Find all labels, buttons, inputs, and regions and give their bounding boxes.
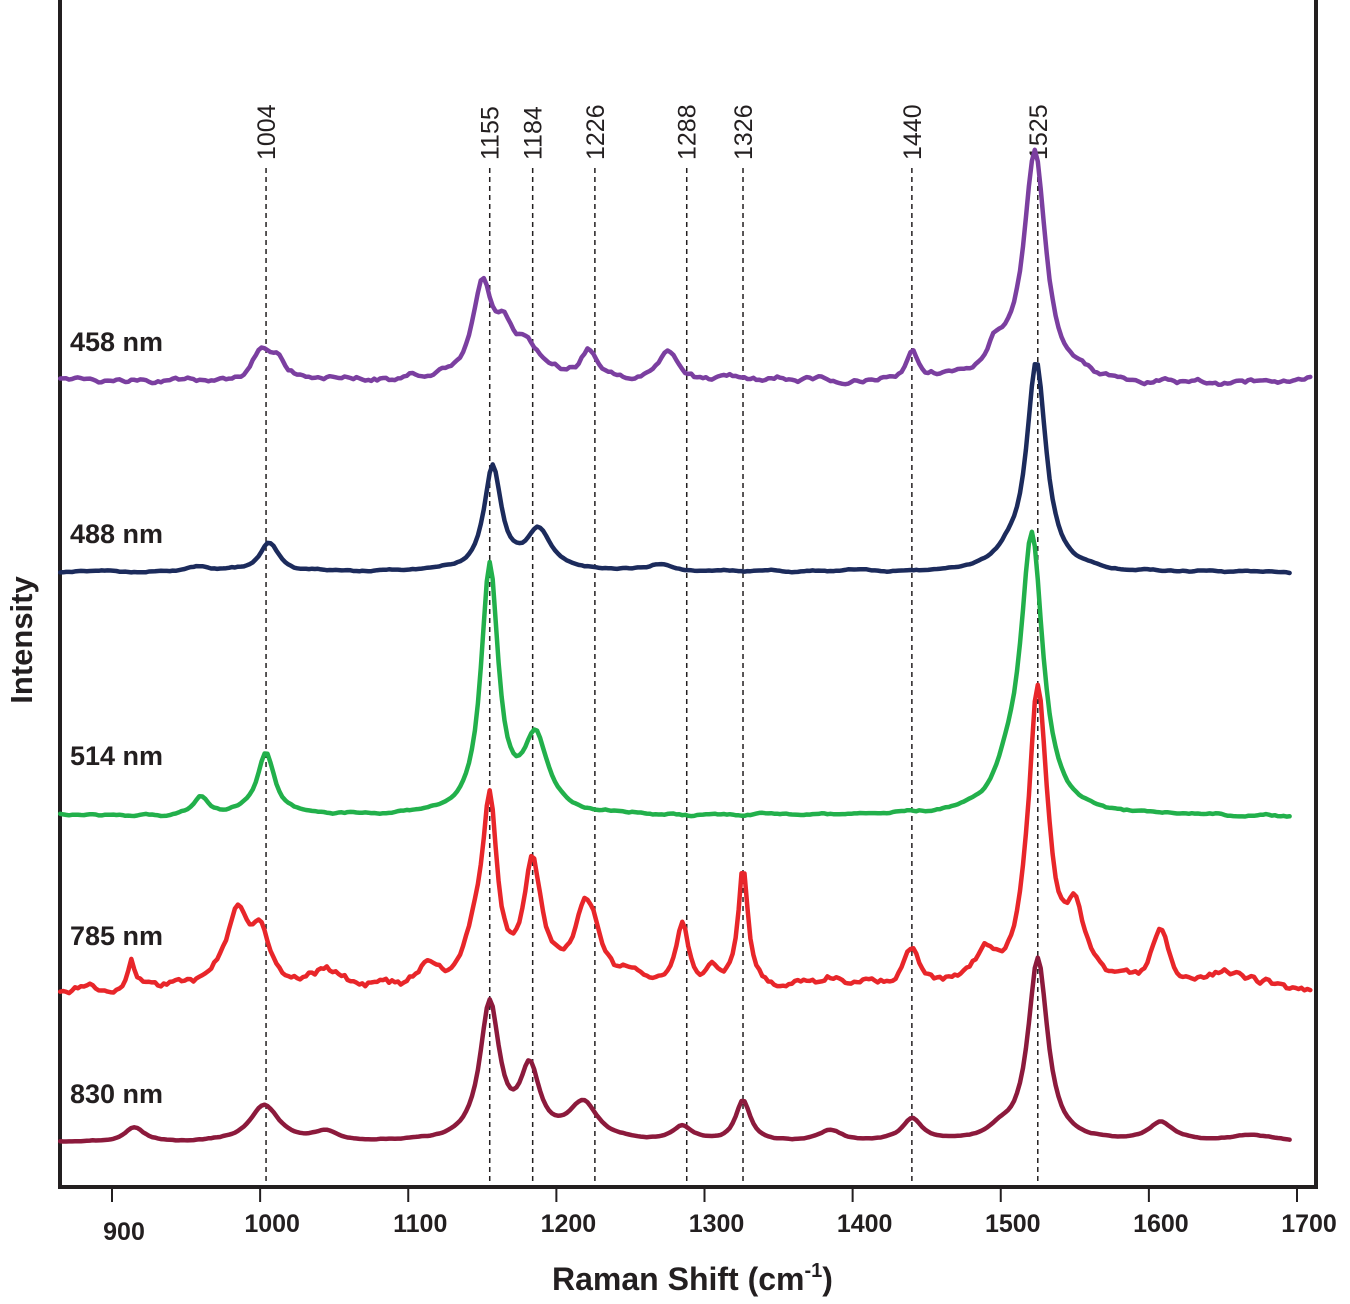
- peak-marker-label: 1004: [253, 104, 281, 160]
- peak-marker-label: 1525: [1025, 104, 1053, 160]
- x-axis-title-suffix: ): [822, 1261, 833, 1297]
- x-tick-label: 1200: [541, 1210, 597, 1238]
- peak-marker-label: 1326: [730, 104, 758, 160]
- peak-marker-label: 1288: [674, 104, 702, 160]
- trace-830-nm: [57, 955, 1292, 1144]
- peak-marker-label: 1440: [899, 104, 927, 160]
- trace-458-nm: [57, 147, 1313, 387]
- x-tick-label: 1300: [689, 1210, 745, 1238]
- series-label: 458 nm: [70, 327, 163, 357]
- x-tick-label: 1700: [1281, 1210, 1337, 1238]
- series-label-group: 458 nm 488 nm 514 nm 785 nm 830 nm: [70, 327, 163, 1109]
- x-tick-label: 900: [103, 1218, 145, 1246]
- x-tick-label: 1500: [985, 1210, 1041, 1238]
- trace-514-nm: [57, 529, 1292, 819]
- x-tick-label: 1000: [244, 1210, 300, 1238]
- trace-group: [57, 147, 1313, 1144]
- plot-frame: [58, 0, 1318, 1189]
- peak-marker-label: 1226: [582, 104, 610, 160]
- x-tick-label: 1400: [837, 1210, 893, 1238]
- series-label: 785 nm: [70, 921, 163, 951]
- y-axis-title: Intensity: [4, 576, 39, 704]
- trace-488-nm: [57, 362, 1292, 576]
- peak-marker-group: 1004 1155 1184 1226 1288 1326 1440 1525: [253, 104, 1053, 1185]
- peak-marker-label: 1155: [477, 106, 505, 160]
- x-axis-title-superscript: -1: [804, 1260, 822, 1282]
- series-label: 830 nm: [70, 1079, 163, 1109]
- series-label: 488 nm: [70, 519, 163, 549]
- x-axis: 900 1000 1100 1200 1300 1400 1500 1600 1700: [103, 1187, 1337, 1246]
- series-label: 514 nm: [70, 741, 163, 771]
- x-axis-title: Raman Shift (cm-1): [552, 1260, 833, 1297]
- x-tick-label: 1600: [1133, 1210, 1189, 1238]
- trace-785-nm: [57, 682, 1313, 996]
- x-tick-label: 1100: [393, 1210, 447, 1238]
- peak-marker-label: 1184: [520, 106, 548, 160]
- x-axis-title-main: Raman Shift (cm: [552, 1261, 804, 1297]
